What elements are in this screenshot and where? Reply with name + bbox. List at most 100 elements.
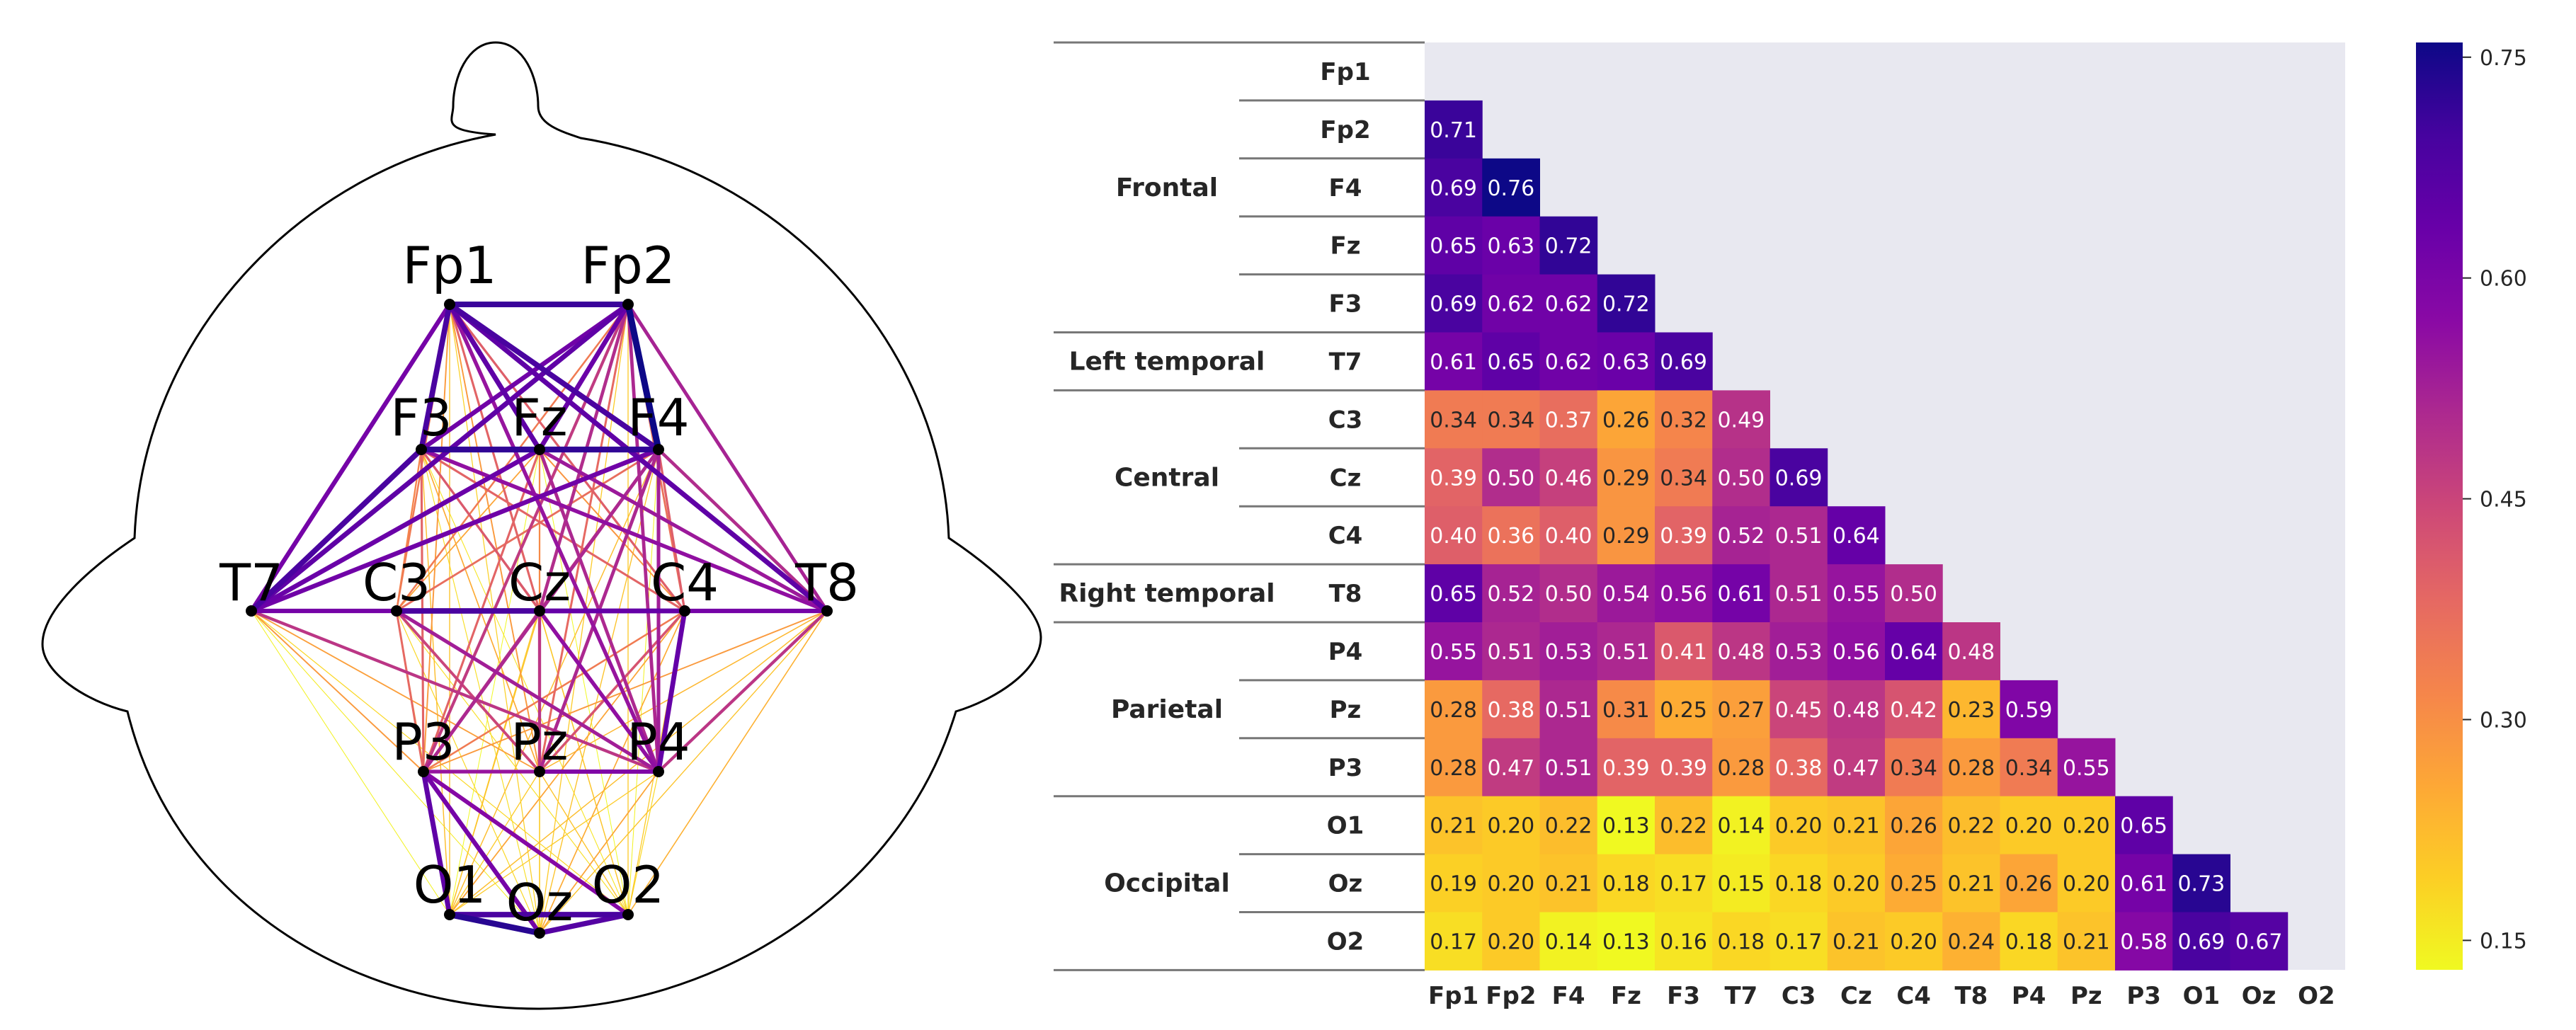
connectivity-edge: [538, 448, 686, 612]
heatmap-cell: [1597, 622, 1655, 681]
row-label: P4: [1328, 638, 1363, 666]
heatmap-cell: [1482, 680, 1540, 739]
heatmap-cell: [1597, 390, 1655, 449]
column-label: O2: [2298, 982, 2335, 1010]
connectivity-edge: [446, 911, 543, 937]
heatmap-cell: [2000, 680, 2058, 739]
connectivity-edge: [447, 302, 830, 614]
heatmap-cell-value: 0.69: [1660, 350, 1707, 374]
heatmap-cell-value: 0.38: [1487, 698, 1534, 723]
column-label: F4: [1552, 982, 1585, 1010]
heatmap-cell: [1655, 796, 1713, 855]
heatmap-cell-value: 0.61: [1430, 350, 1477, 374]
heatmap-cell-value: 0.51: [1602, 640, 1650, 665]
heatmap-cell: [1885, 564, 1943, 623]
heatmap-column-labels: Fp1 Fp2 F4 Fz F3 T7 C3 Cz C4 T8 P4 Pz P3 O1 Oz O2: [1428, 982, 2335, 1010]
heatmap-cell: [1712, 564, 1770, 623]
electrode-labels: Fp1 Fp2 F3 Fz F4 T7 C3 Cz C4 T8 P3 Pz P4 O1 Oz O2: [219, 236, 859, 932]
head-outline-icon: [41, 41, 1042, 1010]
heatmap-cell: [1425, 564, 1483, 623]
heatmap-cell-value: 0.13: [1602, 814, 1650, 839]
electrode-node: [653, 766, 664, 777]
connectivity-edge: [421, 769, 542, 936]
heatmap-cell-value: 0.26: [2005, 872, 2053, 897]
heatmap-cell-value: 0.27: [1717, 698, 1765, 723]
heatmap-cell: [1712, 912, 1770, 971]
heatmap-cell: [1597, 448, 1655, 507]
heatmap-cell: [1942, 912, 2000, 971]
heatmap-cell-value: 0.40: [1545, 524, 1592, 549]
heatmap-cell-value: 0.48: [1833, 698, 1880, 723]
connectivity-edge: [627, 771, 659, 915]
heatmap-cell: [1425, 100, 1483, 159]
heatmap-cell-value: 0.19: [1430, 872, 1477, 897]
region-label: Left temporal: [1069, 347, 1265, 376]
heatmap-cell-value: 0.47: [1833, 756, 1880, 781]
heatmap-cell-value: 0.52: [1487, 582, 1534, 607]
heatmap-cell: [1769, 680, 1828, 739]
electrode-label: C4: [651, 553, 719, 612]
heatmap-cell-value: 0.50: [1545, 582, 1592, 607]
heatmap-cell-value: 0.65: [1487, 350, 1534, 374]
heatmap-cells: 0.71 0.69 0.76 0.65 0.63 0.72 0.69 0.62 0.62 0.72…: [1425, 100, 2289, 971]
heatmap-cell-value: 0.48: [1947, 640, 1995, 665]
row-label: Fp2: [1320, 116, 1370, 144]
column-label: T7: [1724, 982, 1757, 1010]
heatmap-cell-value: 0.20: [1890, 929, 1937, 954]
heatmap-cell-value: 0.34: [2005, 756, 2053, 781]
heatmap-cell: [1482, 796, 1540, 855]
connectivity-edge: [251, 610, 424, 772]
heatmap-cell: [1655, 448, 1713, 507]
heatmap-cell: [1539, 216, 1598, 275]
region-label: Parietal: [1111, 695, 1223, 724]
connectivity-edge: [656, 608, 688, 774]
row-label: Cz: [1330, 464, 1362, 492]
heatmap-cell: [1597, 912, 1655, 971]
row-label: Fz: [1330, 232, 1360, 261]
electrode-label: Fp1: [403, 236, 497, 295]
column-label: C3: [1782, 982, 1816, 1010]
heatmap-cell: [1942, 854, 2000, 912]
heatmap-cell-value: 0.61: [1717, 582, 1765, 607]
connectivity-edge: [539, 449, 629, 915]
connectivity-edge: [539, 304, 629, 934]
row-label: O2: [1327, 927, 1364, 956]
heatmap-cell: [1712, 854, 1770, 912]
heatmap-cell-value: 0.22: [1947, 814, 1995, 839]
heatmap-cell: [1827, 854, 1886, 912]
heatmap-cell-value: 0.13: [1602, 929, 1650, 954]
heatmap-cell: [2000, 796, 2058, 855]
heatmap-cell: [1425, 796, 1483, 855]
heatmap-cell: [1425, 274, 1483, 333]
heatmap-cell-value: 0.65: [1430, 234, 1477, 259]
connectivity-edge: [251, 610, 540, 934]
heatmap-cell-value: 0.67: [2235, 929, 2283, 954]
connectivity-edge: [421, 769, 452, 917]
heatmap-cell-value: 0.51: [1775, 524, 1823, 549]
heatmap-cell: [1885, 738, 1943, 797]
heatmap-cell-value: 0.50: [1890, 582, 1937, 607]
heatmap-cell: [1597, 680, 1655, 739]
heatmap-cell-value: 0.29: [1602, 466, 1650, 491]
connectivity-edge: [539, 771, 659, 934]
heatmap-cell: [1539, 564, 1598, 623]
heatmap-cell-value: 0.25: [1890, 872, 1937, 897]
electrode-label: Fp2: [581, 236, 676, 295]
heatmap-cell-value: 0.48: [1717, 640, 1765, 665]
heatmap-cell-value: 0.55: [1833, 582, 1880, 607]
heatmap-cell-value: 0.28: [1717, 756, 1765, 781]
colorbar-tick-label: 0.15: [2480, 929, 2527, 954]
heatmap-cell-value: 0.17: [1660, 872, 1707, 897]
heatmap-cell-value: 0.56: [1833, 640, 1880, 665]
electrode-node: [622, 299, 634, 310]
heatmap-cell: [1769, 796, 1828, 855]
connectivity-edge: [249, 609, 661, 774]
heatmap-cell: [1885, 796, 1943, 855]
electrode-label: Cz: [508, 553, 571, 612]
connectivity-edge: [249, 302, 631, 614]
heatmap-cell: [1942, 680, 2000, 739]
row-label: C4: [1328, 522, 1363, 550]
heatmap-cell: [1827, 738, 1886, 797]
heatmap-cell: [1655, 680, 1713, 739]
heatmap-cell: [2057, 796, 2116, 855]
